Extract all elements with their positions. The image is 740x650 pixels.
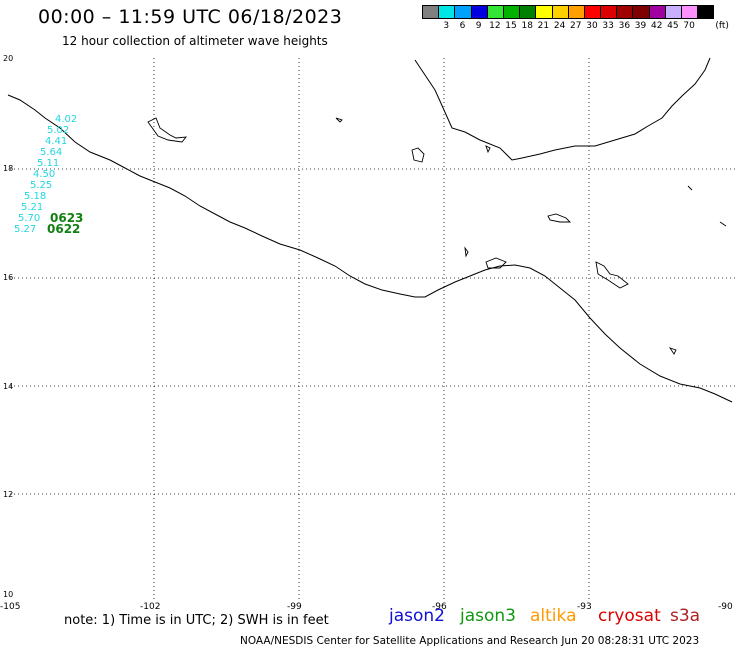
color-scale-labels: 3 6 9 12 15 18 21 24 27 30 33 36 39 42 45 70 (ft)	[422, 21, 729, 31]
color-scale-unit: (ft)	[715, 21, 729, 31]
wave-height-label: 4.41	[45, 136, 68, 147]
lat-label-10: 10	[3, 590, 14, 599]
color-scale-label: 39	[634, 21, 647, 31]
color-scale-label: 12	[489, 21, 501, 31]
lat-label-14: 14	[3, 382, 14, 391]
lakes-and-islands	[147, 117, 727, 355]
wave-height-label: 5.02	[47, 125, 70, 136]
wave-height-label: 5.21	[21, 202, 44, 213]
lon-label-96: -96	[432, 602, 447, 612]
color-scale-label: 9	[475, 21, 482, 31]
lon-label-102: -102	[140, 602, 161, 612]
wave-height-label: 4.50	[33, 169, 56, 180]
lat-label-18: 18	[3, 164, 14, 173]
lat-label-20: 20	[3, 54, 14, 63]
wave-height-label: 5.27	[14, 224, 37, 235]
color-scale-label: 36	[618, 21, 631, 31]
coastline	[7, 94, 733, 403]
lon-label-105: -105	[0, 602, 21, 612]
lat-label-16: 16	[3, 273, 14, 282]
color-scale-label: 21	[537, 21, 550, 31]
satellite-legend-jason2: jason2	[389, 606, 445, 626]
color-scale-boxes	[422, 5, 729, 19]
color-scale-label: 18	[521, 21, 533, 31]
wave-height-label: 5.64	[40, 147, 63, 158]
lon-label-90: -90	[718, 602, 733, 612]
credit-line: NOAA/NESDIS Center for Satellite Applica…	[240, 635, 700, 647]
satellite-legend-cryosat: cryosat	[598, 606, 661, 626]
map-title: 00:00 – 11:59 UTC 06/18/2023	[38, 6, 343, 28]
color-scale-label: 15	[505, 21, 517, 31]
map-subtitle: 12 hour collection of altimeter wave hei…	[62, 34, 328, 48]
satellite-legend-jason3: jason3	[460, 606, 516, 626]
footer-note: note: 1) Time is in UTC; 2) SWH is in fe…	[64, 613, 329, 628]
color-scale-box	[697, 5, 715, 19]
wave-height-label: 5.18	[24, 191, 47, 202]
color-scale-label: 70	[683, 21, 695, 31]
wave-height-label: 5.25	[30, 180, 53, 191]
track-date-label: 0623	[50, 211, 84, 225]
color-scale-label: 42	[650, 21, 663, 31]
color-scale-label: 33	[602, 21, 614, 31]
lat-label-12: 12	[3, 490, 14, 499]
satellite-legend-s3a: s3a	[670, 606, 701, 626]
lon-label-99: -99	[287, 602, 302, 612]
color-scale-label: 30	[586, 21, 598, 31]
satellite-legend-altika: altika	[530, 606, 577, 626]
wave-height-label: 5.11	[37, 158, 60, 169]
color-scale-label: 27	[570, 21, 582, 31]
color-scale-label: 3	[443, 21, 450, 31]
gulf-coastline	[414, 57, 711, 161]
track-date-label: 0622	[47, 222, 81, 236]
color-scale-label: 45	[667, 21, 679, 31]
wave-height-label: 4.02	[55, 114, 78, 125]
color-scale-label: 24	[553, 21, 566, 31]
color-scale-label: 6	[459, 21, 466, 31]
wave-height-label: 5.70	[18, 213, 41, 224]
color-scale: 3 6 9 12 15 18 21 24 27 30 33 36 39 42 45 70 (ft)	[422, 5, 729, 31]
lon-label-93: -93	[577, 602, 592, 612]
grid-lines	[10, 58, 735, 600]
